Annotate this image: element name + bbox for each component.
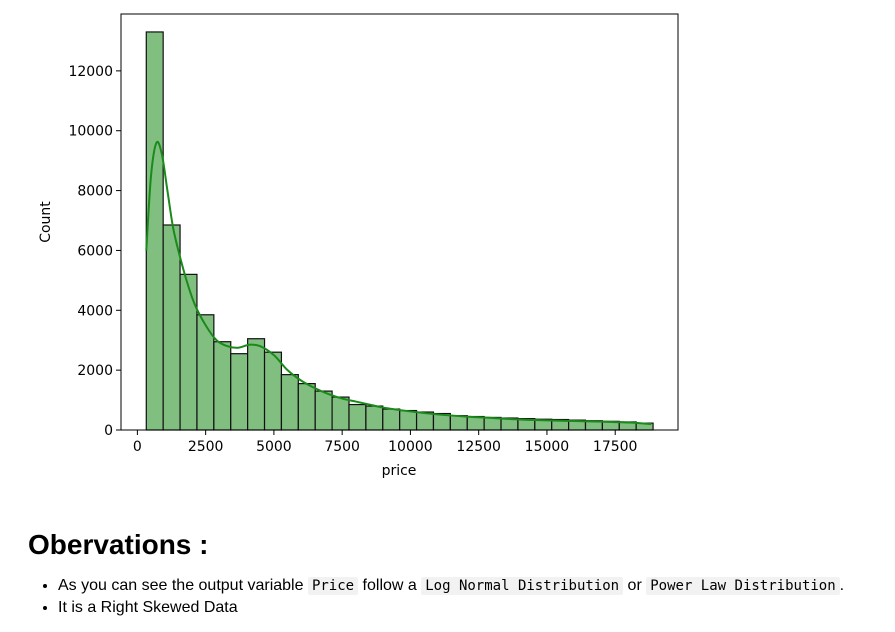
price-histogram-chart: 0 2500 5000 7500 10000 12500 15000 17500 0 2000 4… (38, 13, 679, 479)
histogram-bar (365, 405, 384, 431)
observation-text: As you can see the output variable (58, 577, 308, 594)
observation-text: or (623, 577, 647, 594)
histogram-bar (230, 353, 249, 431)
plot-frame (120, 13, 679, 431)
x-tick-label: 15000 (525, 439, 570, 455)
x-axis-ticks: 0 2500 5000 7500 10000 12500 15000 17500 (133, 430, 638, 455)
histogram-bar (297, 383, 316, 431)
x-axis-label: price (382, 463, 417, 479)
observations-heading: Obervations : (28, 529, 209, 560)
x-tick-label: 5000 (256, 439, 292, 455)
x-tick-label: 0 (133, 439, 142, 455)
observation-text: follow a (358, 577, 422, 594)
y-tick-label: 12000 (68, 64, 113, 80)
y-tick-label: 0 (104, 423, 113, 439)
kde-curve (145, 140, 652, 426)
histogram-bar (179, 273, 198, 431)
histogram-bar (162, 224, 181, 431)
x-tick-label: 10000 (388, 439, 433, 455)
histogram-bar (382, 408, 401, 431)
histogram-bar (331, 396, 350, 431)
observations-list: As you can see the output variable Price… (38, 575, 844, 619)
histogram-bar (263, 351, 283, 431)
histogram-bar (449, 415, 468, 431)
x-tick-label: 2500 (188, 439, 224, 455)
y-tick-label: 4000 (77, 303, 113, 319)
code-log-normal: Log Normal Distribution (421, 577, 624, 595)
histogram-bar (466, 415, 485, 431)
histogram-bar (314, 390, 333, 431)
histogram-bar (247, 338, 266, 431)
observation-text: . (839, 577, 845, 594)
y-tick-label: 2000 (77, 363, 113, 379)
y-tick-label: 10000 (68, 124, 113, 140)
histogram-bars (145, 31, 654, 431)
y-tick-label: 6000 (77, 243, 113, 259)
histogram-bar (348, 403, 367, 431)
y-axis-label: Count (38, 201, 54, 243)
x-tick-label: 7500 (324, 439, 360, 455)
x-tick-label: 12500 (456, 439, 501, 455)
histogram-bar (399, 409, 418, 431)
observation-item-distribution: As you can see the output variable Price… (58, 575, 844, 597)
code-price: Price (307, 577, 359, 595)
y-axis-ticks: 0 2000 4000 6000 8000 10000 12000 (68, 64, 121, 439)
histogram-bar (196, 314, 215, 431)
code-power-law: Power Law Distribution (646, 577, 840, 595)
observation-item-skew: It is a Right Skewed Data (58, 597, 844, 619)
y-tick-label: 8000 (77, 184, 113, 200)
histogram-bar (280, 374, 299, 431)
x-tick-label: 17500 (593, 439, 638, 455)
histogram-bar (213, 341, 232, 431)
histogram-bar (145, 31, 164, 431)
